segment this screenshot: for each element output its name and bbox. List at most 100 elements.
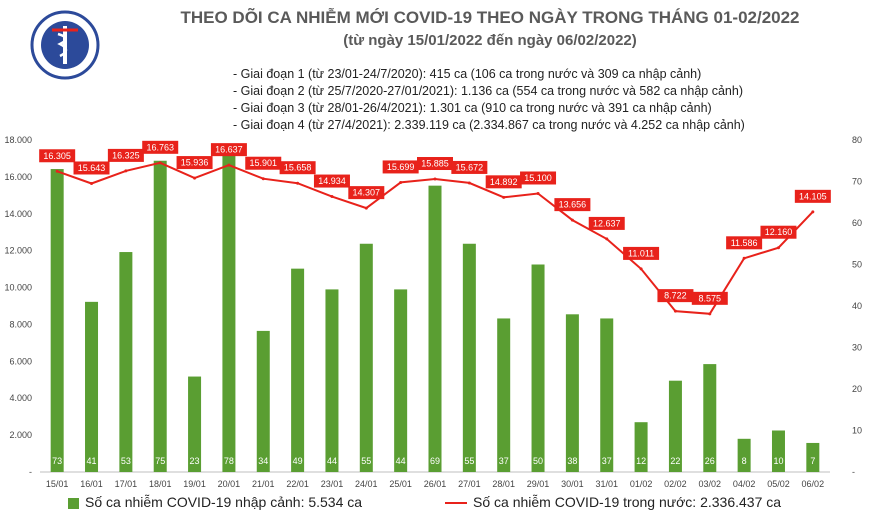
bar-imported-18/01	[153, 160, 167, 472]
y-left-tick-label: 16.000	[4, 172, 32, 182]
line-label: 15.885	[421, 159, 449, 169]
y-left-tick-label: 6.000	[9, 356, 32, 366]
line-label: 14.934	[318, 176, 346, 186]
y-right-tick-label: 40	[852, 301, 862, 311]
line-point	[708, 312, 712, 316]
line-point	[330, 195, 334, 199]
line-point	[536, 191, 540, 195]
phase-2-text: - Giai đoạn 2 (từ 25/7/2020-27/01/2021):…	[233, 84, 743, 98]
line-point	[124, 169, 128, 173]
line-label-box	[623, 246, 660, 260]
bar-label: 37	[499, 456, 509, 466]
line-point	[811, 210, 815, 214]
line-label-box	[279, 161, 316, 175]
legend-domestic: Số ca nhiễm COVID-19 trong nước: 2.336.4…	[445, 494, 781, 510]
line-label: 12.160	[765, 227, 793, 237]
line-point	[90, 181, 94, 185]
legend-imported: Số ca nhiễm COVID-19 nhập cảnh: 5.534 ca	[68, 494, 362, 510]
line-label: 15.643	[78, 163, 106, 173]
line-label-box	[73, 161, 110, 175]
bar-imported-02/02	[668, 380, 682, 472]
x-tick-label: 21/01	[252, 479, 275, 489]
bar-imported-19/01	[188, 376, 202, 472]
line-label: 14.307	[353, 188, 381, 198]
x-tick-label: 06/02	[802, 479, 825, 489]
bar-imported-05/02	[771, 430, 785, 472]
line-label-box	[382, 160, 419, 174]
line-point	[605, 237, 609, 241]
bar-label: 41	[87, 456, 97, 466]
line-label-box	[760, 225, 797, 239]
x-tick-label: 01/02	[630, 479, 653, 489]
phase-summary: - Giai đoạn 1 (từ 23/01-24/7/2020): 415 …	[233, 66, 745, 134]
legend-line-swatch	[445, 502, 467, 505]
bar-imported-06/02	[806, 442, 820, 472]
x-tick-label: 19/01	[183, 479, 206, 489]
y-left-tick-label: 10.000	[4, 283, 32, 293]
line-label-box	[417, 157, 453, 171]
bar-imported-03/02	[703, 364, 717, 472]
bar-label: 53	[121, 456, 131, 466]
y-right-tick-label: 60	[852, 218, 862, 228]
bar-imported-01/02	[634, 422, 648, 472]
x-tick-label: 17/01	[115, 479, 138, 489]
y-left-tick-label: -	[29, 467, 32, 477]
y-right-tick-label: 70	[852, 177, 862, 187]
x-tick-label: 22/01	[286, 479, 309, 489]
bar-label: 78	[224, 456, 234, 466]
line-label-box	[554, 198, 591, 212]
y-right-tick-label: 50	[852, 260, 862, 270]
bar-label: 22	[670, 456, 680, 466]
line-label: 11.011	[628, 248, 654, 258]
bar-label: 69	[430, 456, 440, 466]
bar-imported-28/01	[497, 318, 511, 472]
x-tick-label: 30/01	[561, 479, 584, 489]
y-right-tick-label: 80	[852, 135, 862, 145]
y-right-tick-label: 10	[852, 426, 862, 436]
bar-imported-26/01	[428, 185, 442, 472]
y-right-tick-label: 30	[852, 343, 862, 353]
ministry-of-health-logo	[30, 10, 100, 80]
bar-label: 50	[533, 456, 543, 466]
bar-label: 23	[190, 456, 200, 466]
bar-imported-20/01	[222, 148, 236, 473]
x-tick-label: 02/02	[664, 479, 687, 489]
bar-label: 55	[464, 456, 474, 466]
y-left-tick-label: 18.000	[4, 135, 32, 145]
bar-imported-04/02	[737, 438, 751, 472]
line-label-box	[210, 143, 247, 157]
bar-label: 75	[155, 456, 165, 466]
bar-label: 44	[327, 456, 337, 466]
x-tick-label: 31/01	[595, 479, 618, 489]
line-label-box	[107, 148, 144, 162]
line-label: 14.892	[490, 177, 518, 187]
line-point	[296, 181, 300, 185]
legend-imported-label: Số ca nhiễm COVID-19 nhập cảnh: 5.534 ca	[85, 494, 363, 510]
line-point	[502, 195, 506, 199]
bar-label: 38	[567, 456, 577, 466]
bar-label: 73	[52, 456, 62, 466]
x-tick-label: 28/01	[492, 479, 515, 489]
x-tick-label: 25/01	[389, 479, 412, 489]
y-left-tick-label: 14.000	[4, 209, 32, 219]
bar-label: 37	[602, 456, 612, 466]
bar-imported-30/01	[565, 314, 579, 472]
line-point	[673, 309, 677, 313]
line-label-box	[39, 149, 76, 163]
line-label: 8.575	[699, 293, 722, 303]
bar-imported-15/01	[50, 169, 64, 473]
line-point	[467, 181, 471, 185]
line-label: 15.699	[387, 162, 415, 172]
phase-1-text: - Giai đoạn 1 (từ 23/01-24/7/2020): 415 …	[233, 67, 702, 81]
line-point	[742, 256, 746, 260]
y-left-tick-label: 4.000	[9, 393, 32, 403]
bar-label: 8	[742, 456, 747, 466]
legend-bar-swatch	[68, 497, 79, 509]
line-label-box	[485, 175, 522, 189]
x-tick-label: 23/01	[321, 479, 344, 489]
line-point	[158, 161, 162, 165]
line-label: 16.305	[43, 151, 71, 161]
bar-label: 12	[636, 456, 646, 466]
bar-imported-22/01	[291, 268, 305, 472]
